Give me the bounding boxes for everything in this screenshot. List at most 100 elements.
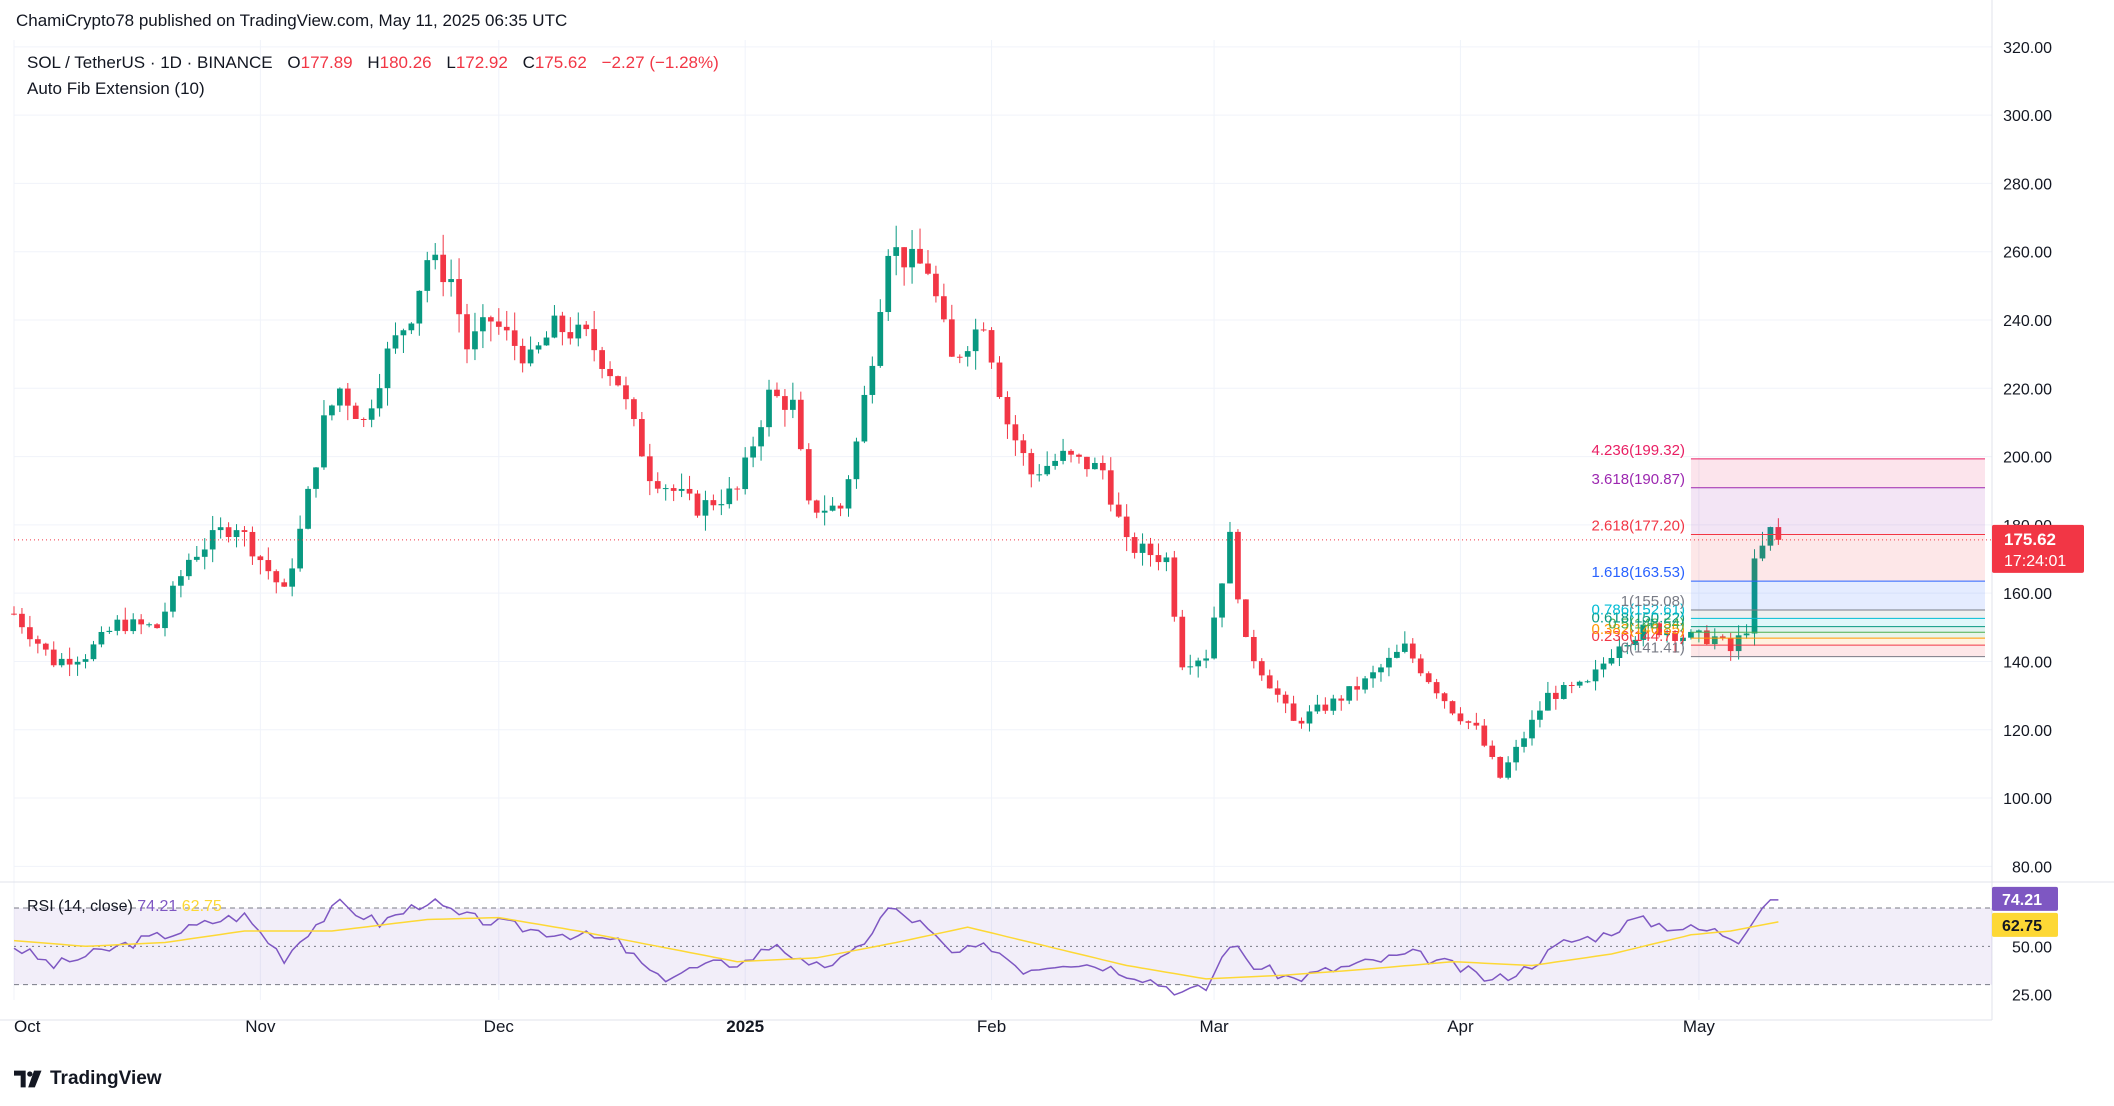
candle-body [941, 296, 947, 320]
candle-body [925, 263, 931, 274]
candle-body [1219, 583, 1225, 618]
candle-body [1481, 725, 1488, 746]
candles-group [11, 225, 1782, 780]
symbol-legend: SOL / TetherUS · 1D · BINANCE O177.89 H1… [27, 53, 719, 72]
candle-body [837, 505, 844, 509]
candle-body [19, 613, 25, 628]
candle-body [297, 528, 303, 569]
candle-body [1545, 692, 1551, 711]
candle-body [686, 488, 693, 494]
indicator-legend[interactable]: Auto Fib Extension (10) [27, 79, 205, 98]
candle-body [487, 317, 494, 322]
fib-level-label: 1(155.08) [1621, 593, 1685, 610]
candle-body [1409, 643, 1416, 659]
candle-body [591, 329, 598, 351]
candle-body [1664, 632, 1670, 636]
candle-body [384, 348, 391, 389]
candle-body [1004, 397, 1011, 425]
candle-body [82, 659, 89, 662]
candle-body [289, 568, 296, 587]
y-tick-label: 280.00 [2003, 176, 2052, 193]
candle-body [1123, 516, 1130, 538]
candle-body [829, 505, 836, 511]
y-tick-label: 160.00 [2003, 586, 2052, 603]
candle-body [1179, 616, 1186, 668]
fib-zone [1690, 487, 1985, 535]
candle-body [583, 324, 590, 330]
candle-body [241, 530, 248, 532]
candle-body [472, 331, 478, 350]
x-tick-label: Nov [245, 1017, 276, 1036]
candle-body [98, 631, 105, 645]
x-tick-label: May [1683, 1017, 1716, 1036]
candle-body [416, 290, 423, 324]
rsi-legend[interactable]: RSI (14, close) 74.21 62.75 [27, 898, 222, 915]
candle-body [1322, 704, 1329, 711]
candle-body [480, 317, 486, 332]
candle-body [1425, 673, 1432, 683]
y-tick-label: 200.00 [2003, 450, 2052, 467]
candle-body [1107, 470, 1114, 505]
candle-body [1489, 745, 1496, 757]
fib-zone [1690, 534, 1985, 582]
candle-body [122, 619, 129, 632]
candle-body [130, 619, 137, 632]
candle-body [615, 376, 621, 386]
candle-body [1592, 669, 1599, 682]
candle-body [1346, 686, 1353, 701]
tradingview-branding[interactable]: TradingView [14, 1068, 162, 1090]
candle-body [209, 530, 216, 550]
candle-body [1719, 636, 1726, 639]
candle-body [1640, 624, 1647, 640]
candle-body [1632, 639, 1639, 646]
candle-body [996, 362, 1003, 398]
fib-level-label: 0.618(150.22) [1592, 610, 1685, 627]
candle-body [710, 500, 717, 506]
candle-body [559, 315, 566, 333]
candle-body [1696, 630, 1702, 632]
candle-body [225, 527, 232, 538]
candle-body [281, 582, 288, 587]
low-value: 172.92 [455, 53, 508, 72]
candle-body [1155, 555, 1162, 563]
candle-body [1521, 738, 1527, 747]
candle-body [654, 481, 661, 489]
candle-body [1727, 638, 1734, 652]
candle-body [305, 488, 311, 529]
candle-body [956, 356, 963, 358]
price-badge-countdown: 17:24:01 [2004, 553, 2066, 570]
candle-body [575, 324, 582, 339]
candle-body [646, 456, 653, 482]
candle-body [1068, 450, 1074, 455]
candle-body [1616, 646, 1623, 658]
fib-zone [1690, 618, 1985, 627]
candle-body [408, 323, 415, 331]
candle-body [503, 326, 510, 331]
candle-body [1711, 636, 1718, 645]
candle-body [519, 345, 526, 364]
rsi-tick-label: 50.00 [2012, 939, 2052, 956]
candle-body [1394, 651, 1400, 658]
candle-body [551, 315, 558, 338]
candle-body [980, 329, 987, 331]
fib-level-label: 0.5(148.54) [1608, 615, 1685, 632]
candle-body [972, 329, 979, 352]
y-tick-label: 220.00 [2003, 381, 2052, 398]
rsi-ma-line [13, 916, 1779, 980]
candle-body [1314, 704, 1321, 712]
price-badge [1992, 524, 2084, 573]
candle-body [1187, 666, 1194, 668]
candle-body [861, 394, 868, 442]
candle-body [138, 619, 145, 625]
candle-body [567, 332, 574, 339]
candle-body [631, 399, 637, 420]
candle-body [344, 388, 351, 406]
candle-body [782, 396, 788, 410]
candle-body [321, 415, 327, 468]
high-value: 180.26 [379, 53, 432, 72]
candle-body [869, 365, 876, 395]
candle-body [1513, 746, 1519, 763]
candle-body [1266, 675, 1273, 689]
candle-body [106, 630, 113, 632]
